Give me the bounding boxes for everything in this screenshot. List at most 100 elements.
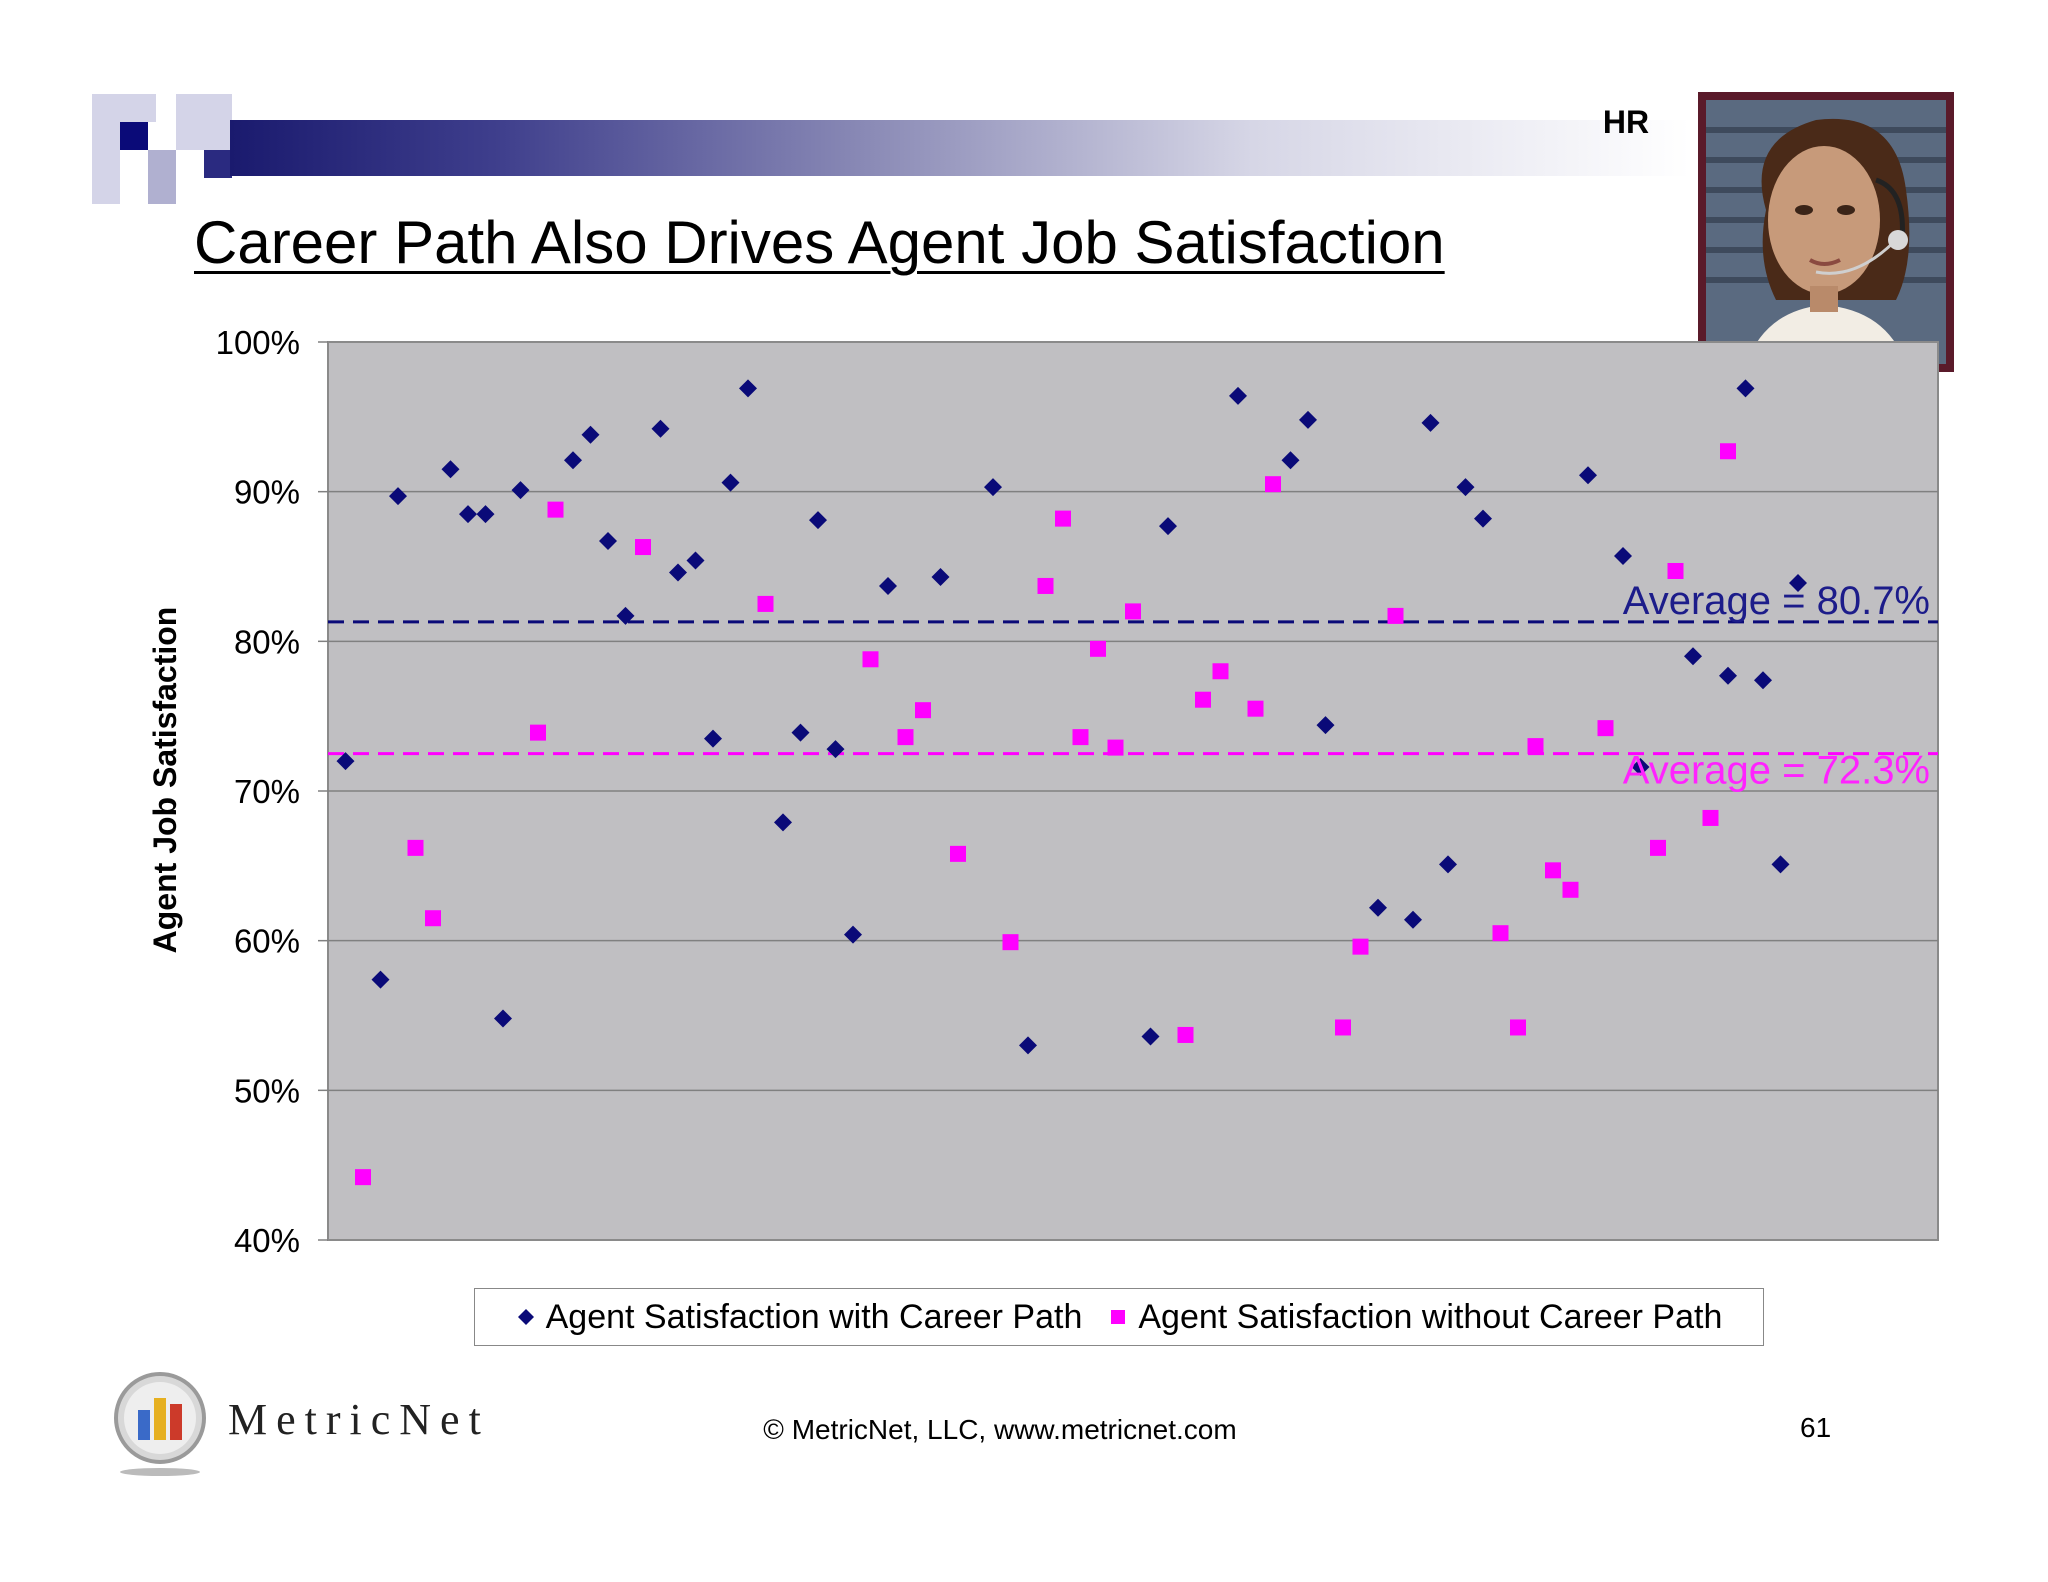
data-point-with-career-path [844,925,862,944]
data-point-with-career-path [1019,1036,1037,1055]
average-label-without: Average = 72.3% [1623,749,1930,793]
gridlines [328,490,1938,1092]
data-point-without-career-path [1492,925,1509,942]
average-labels: Average = 80.7% Average = 72.3% [1623,579,1930,793]
square-marker-icon [1111,1310,1126,1324]
data-point-without-career-path [1072,729,1089,746]
data-point-without-career-path [1107,739,1124,756]
data-point-with-career-path [1141,1027,1160,1046]
data-point-without-career-path [1002,934,1019,951]
average-label-with: Average = 80.7% [1623,579,1930,623]
decor-square [120,122,148,150]
decor-square [204,150,232,178]
data-point-without-career-path [1090,640,1106,657]
data-point-with-career-path [1456,478,1475,497]
y-axis-label: Agent Job Satisfaction [147,607,183,954]
data-point-without-career-path [1562,881,1579,898]
data-point-without-career-path [1247,700,1264,717]
data-point-with-career-path [1316,716,1335,735]
data-point-without-career-path [407,839,424,856]
data-point-with-career-path [721,473,740,492]
data-point-with-career-path [511,481,530,500]
data-point-with-career-path [669,563,687,582]
data-point-without-career-path [1352,938,1369,955]
y-tick-label: 50% [234,1072,300,1109]
data-point-without-career-path [425,910,441,927]
data-point-with-career-path [984,478,1002,497]
data-point-without-career-path [1702,809,1719,826]
data-point-with-career-path [809,511,827,530]
data-point-with-career-path [1421,413,1440,432]
data-point-with-career-path [791,723,810,742]
data-points [336,379,1807,1186]
legend-item-with-career-path: Agent Satisfaction with Career Path [516,1297,1083,1337]
data-point-without-career-path [1212,663,1229,680]
chart-legend: Agent Satisfaction with Career Path Agen… [474,1288,1764,1346]
data-point-with-career-path [826,740,845,759]
section-tag: HR [1602,104,1650,140]
data-point-with-career-path [1736,379,1755,398]
data-point-with-career-path [1229,386,1247,405]
data-point-with-career-path [389,487,407,506]
y-tick-label: 70% [234,773,300,810]
data-point-without-career-path [862,651,879,668]
data-point-with-career-path [931,567,950,586]
data-point-with-career-path [441,460,460,479]
data-point-with-career-path [1474,509,1492,528]
data-point-without-career-path [1055,510,1071,527]
data-point-with-career-path [616,606,635,625]
metricnet-logo-icon [114,1372,206,1476]
data-point-without-career-path [1545,862,1561,879]
data-point-with-career-path [371,970,390,989]
data-point-without-career-path [1195,691,1211,708]
y-tick-label: 40% [234,1222,300,1259]
data-point-with-career-path [1439,855,1457,874]
data-point-with-career-path [704,729,722,748]
data-point-with-career-path [494,1009,512,1028]
data-point-with-career-path [1754,671,1772,690]
data-point-without-career-path [1667,562,1684,579]
legend-label: Agent Satisfaction without Career Path [1138,1297,1723,1336]
average-lines [328,620,1938,756]
data-point-without-career-path [355,1169,371,1186]
data-point-without-career-path [530,724,546,741]
data-point-with-career-path [1631,758,1650,777]
legend-label: Agent Satisfaction with Career Path [545,1297,1083,1336]
data-point-without-career-path [757,595,774,612]
data-point-without-career-path [1335,1019,1351,1036]
decor-square [92,94,156,122]
y-axis-ticks: 40% 50% 60% 70% 80% 90% 100% [216,324,328,1259]
data-point-without-career-path [915,702,931,719]
data-point-with-career-path [1579,466,1597,485]
data-point-with-career-path [686,551,705,570]
diamond-marker-icon [517,1309,534,1325]
data-point-without-career-path [1650,839,1666,856]
data-point-without-career-path [950,845,966,862]
data-point-with-career-path [774,813,792,832]
data-point-without-career-path [1510,1019,1526,1036]
page-number: 61 [1800,1412,1832,1443]
data-point-without-career-path [1125,603,1141,620]
data-point-without-career-path [1177,1026,1194,1043]
data-point-without-career-path [1387,607,1404,624]
data-point-without-career-path [1037,577,1054,594]
data-point-with-career-path [564,451,582,470]
data-point-without-career-path [897,729,914,746]
data-point-without-career-path [1720,443,1736,460]
header-bar [230,120,1690,176]
data-point-with-career-path [1281,451,1300,470]
y-tick-label: 100% [216,324,300,361]
data-point-with-career-path [1771,855,1790,874]
data-point-with-career-path [1369,898,1387,917]
y-tick-label: 60% [234,923,300,960]
logo-text: MetricNet [228,1395,490,1444]
footer-copyright: © MetricNet, LLC, www.metricnet.com [763,1414,1237,1445]
data-point-without-career-path [635,539,651,556]
y-tick-label: 80% [234,623,300,660]
data-point-with-career-path [336,752,355,771]
data-point-with-career-path [1789,573,1807,592]
data-point-with-career-path [1719,666,1737,685]
data-point-with-career-path [476,505,495,524]
